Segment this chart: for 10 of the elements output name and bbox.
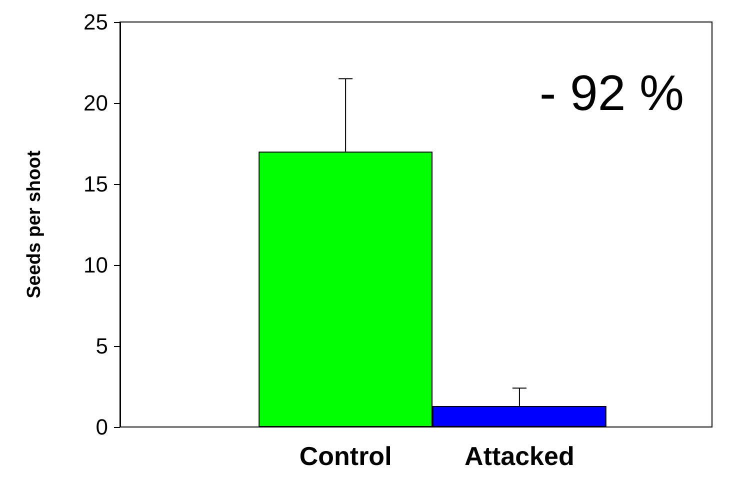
y-tick-label: 5 [96,334,108,358]
y-tick-label: 0 [96,414,108,440]
annotation: - 92 % [539,65,684,121]
y-tick-label: 25 [84,10,108,34]
y-tick-label: 10 [84,252,108,278]
y-axis-title: Seeds per shoot [24,150,45,298]
x-tick-label: Control [299,441,392,471]
x-tick-label: Attacked [464,441,574,471]
y-tick-label: 15 [84,172,108,196]
y-tick-label: 20 [84,90,108,116]
